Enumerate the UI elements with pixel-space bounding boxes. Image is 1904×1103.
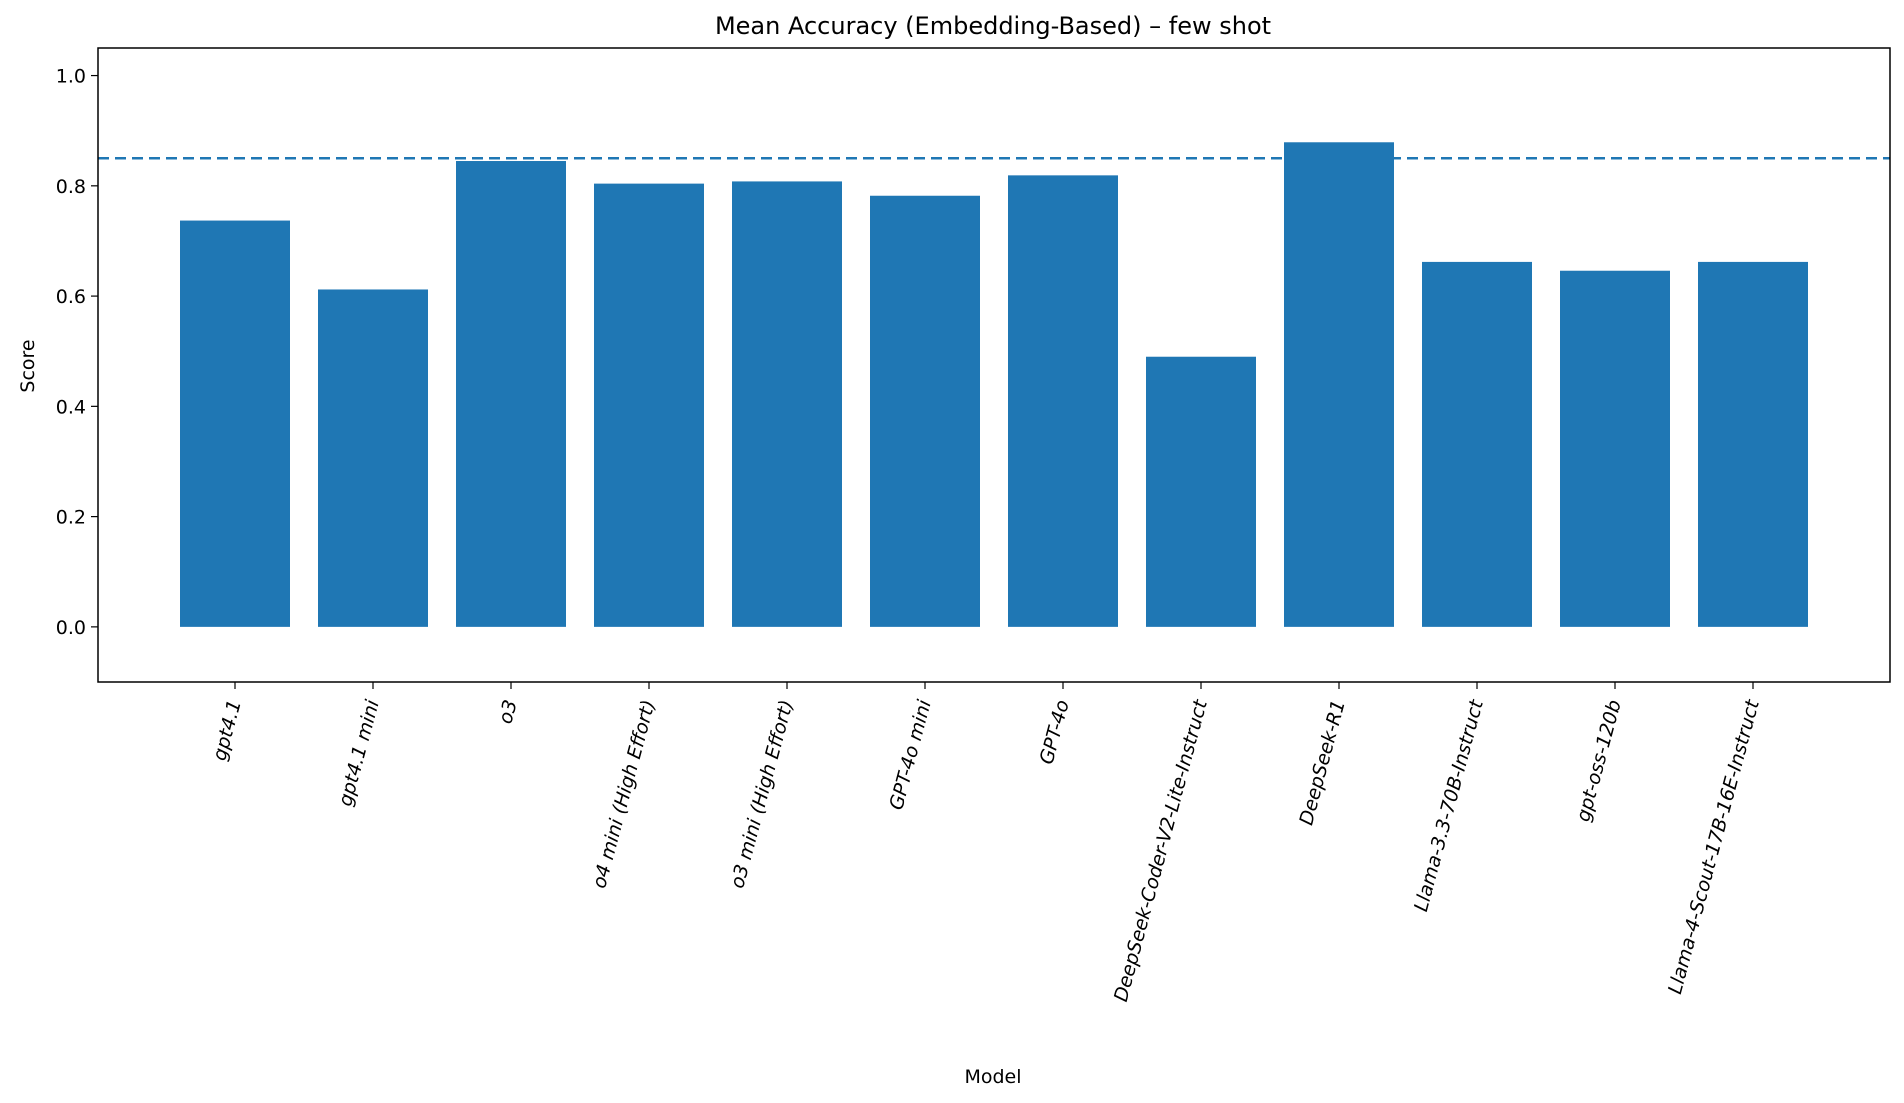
bar: [1422, 261, 1532, 627]
bars: [180, 142, 1808, 627]
y-tick-label: 0.0: [56, 617, 86, 639]
bar: [1008, 175, 1118, 627]
y-tick-label: 0.2: [56, 507, 86, 529]
y-tick-label: 0.6: [56, 286, 86, 308]
y-axis-label: Score: [17, 339, 39, 392]
plot-frame: [97, 47, 1891, 683]
y-tick-label: 1.0: [56, 66, 86, 88]
y-tick-label: 0.8: [56, 176, 86, 198]
y-ticks: 0.0 0.2 0.4 0.6 0.8 1.0: [56, 66, 98, 639]
bar: [1560, 270, 1670, 627]
x-axis-label: Model: [964, 1066, 1021, 1088]
bar: [870, 195, 980, 627]
y-tick-label: 0.4: [56, 396, 86, 418]
bar: [1146, 356, 1256, 627]
bar: [594, 183, 704, 627]
bar: [456, 161, 566, 627]
bar: [1284, 142, 1394, 627]
chart-title: Mean Accuracy (Embedding-Based) – few sh…: [715, 12, 1271, 40]
bar: [732, 181, 842, 627]
bar: [180, 220, 290, 627]
bar: [318, 289, 428, 627]
bar: [1698, 261, 1808, 627]
